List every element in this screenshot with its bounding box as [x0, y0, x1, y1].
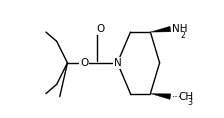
Text: 3: 3	[187, 98, 192, 107]
Text: ···: ···	[172, 92, 182, 102]
Text: O: O	[80, 58, 88, 68]
Polygon shape	[150, 26, 171, 32]
Polygon shape	[150, 94, 171, 99]
Text: O: O	[96, 24, 105, 34]
Text: N: N	[114, 58, 121, 68]
Text: NH: NH	[172, 24, 187, 34]
Text: CH: CH	[179, 92, 194, 102]
Text: 2: 2	[180, 31, 185, 40]
